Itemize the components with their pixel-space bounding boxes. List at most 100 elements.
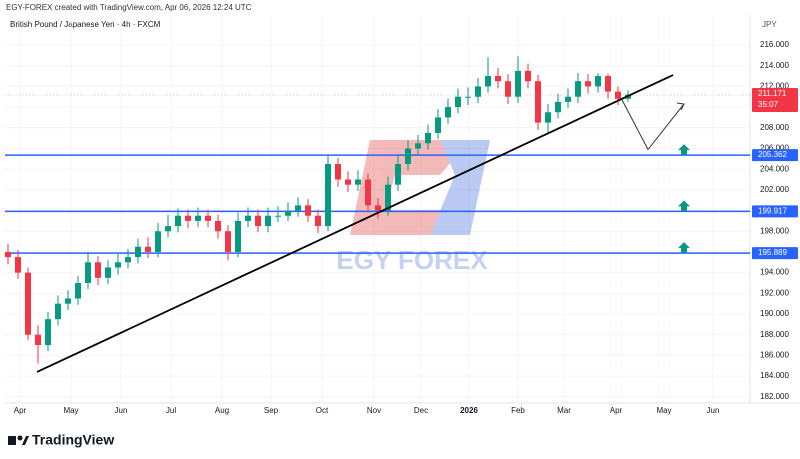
watermark: EGY FOREX (336, 245, 488, 275)
y-tick-label: 194.000 (760, 268, 789, 277)
candle-body (135, 246, 141, 258)
x-tick-label: May (656, 406, 671, 415)
x-tick-label: Apr (14, 406, 27, 415)
candle-body (35, 334, 41, 346)
candle-body (305, 205, 311, 216)
price-label: 211.171 (758, 89, 787, 98)
x-tick-label: May (63, 406, 78, 415)
x-tick-label: 2026 (460, 406, 478, 415)
up-arrow (678, 242, 690, 254)
candle-body (495, 76, 501, 82)
candle-body (65, 298, 71, 304)
candle-body (455, 96, 461, 108)
candle-body (445, 107, 451, 118)
price-label-box (752, 87, 798, 112)
chart-title: British Pound / Japanese Yen · 4h · FXCM (10, 20, 161, 29)
candle-body (515, 70, 521, 97)
y-tick-label: 202.000 (760, 185, 789, 194)
level-label-box (752, 247, 798, 260)
candle-body (415, 143, 421, 149)
y-tick-label: 206.000 (760, 144, 789, 153)
y-tick-label: 188.000 (760, 330, 789, 339)
y-tick-label: 184.000 (760, 371, 789, 380)
candle-body (605, 76, 611, 92)
x-tick-label: Feb (511, 406, 525, 415)
candle-body (375, 205, 381, 211)
level-label: 195.889 (758, 248, 787, 257)
header: EGY-FOREX created with TradingView.com, … (6, 3, 252, 12)
y-tick-label: 182.000 (760, 392, 789, 401)
candle-body (95, 262, 101, 278)
y-tick-label: 212.000 (760, 82, 789, 91)
candle-body (425, 132, 431, 144)
candle-body (485, 76, 491, 87)
candle-body (245, 215, 251, 221)
y-tick-label: 186.000 (760, 351, 789, 360)
candle-body (105, 267, 111, 278)
candle-body (325, 163, 331, 227)
candle-body (155, 231, 161, 252)
candle-body (585, 81, 591, 87)
x-tick-label: Apr (610, 406, 623, 415)
candle-body (505, 81, 511, 97)
brand-logo (8, 435, 29, 445)
candle-body (525, 70, 531, 82)
candle-body (215, 220, 221, 232)
candle-body (265, 215, 271, 227)
candle-body (185, 215, 191, 221)
level-label: 205.362 (758, 150, 787, 159)
candle-body (25, 272, 31, 335)
candle-body (395, 163, 401, 185)
candle-body (5, 251, 11, 258)
candle-body (165, 226, 171, 232)
y-axis-label: JPY (762, 20, 777, 29)
candle-body (435, 117, 441, 133)
level-label: 199.917 (758, 207, 787, 216)
candle-body (145, 246, 151, 252)
candle-body (615, 91, 621, 99)
projection-head (676, 102, 685, 111)
y-tick-label: 192.000 (760, 288, 789, 297)
candle-body (405, 148, 411, 164)
y-tick-label: 204.000 (760, 164, 789, 173)
candle-body (195, 215, 201, 221)
candle-body (45, 319, 51, 346)
candle-body (355, 179, 361, 185)
x-tick-label: Jun (115, 406, 128, 415)
candle-body (115, 262, 121, 268)
candle-body (555, 101, 561, 113)
candle-body (255, 215, 261, 227)
candle-body (595, 76, 601, 87)
up-arrow (678, 144, 690, 156)
candle-body (235, 220, 241, 252)
candle-body (295, 205, 301, 211)
brand: TradingView (32, 432, 114, 448)
x-tick-label: Sep (264, 406, 279, 415)
candle-body (55, 303, 61, 320)
x-tick-label: Mar (557, 406, 571, 415)
candle-body (575, 81, 581, 97)
candle-body (85, 262, 91, 283)
candle-body (75, 282, 81, 299)
y-tick-label: 198.000 (760, 226, 789, 235)
candle-body (15, 257, 21, 273)
y-tick-label: 216.000 (760, 40, 789, 49)
y-tick-label: 208.000 (760, 123, 789, 132)
projection (621, 99, 685, 151)
x-tick-label: Oct (316, 406, 329, 415)
y-tick-label: 214.000 (760, 61, 789, 70)
candle-body (535, 81, 541, 123)
candle-body (565, 96, 571, 102)
level-label-box (752, 205, 798, 218)
countdown: 35:07 (758, 100, 779, 109)
candle-body (125, 257, 131, 263)
candle-body (175, 215, 181, 227)
y-tick-label: 190.000 (760, 309, 789, 318)
candle-body (475, 86, 481, 97)
candle-body (275, 215, 281, 217)
x-tick-label: Nov (367, 406, 381, 415)
candle-body (465, 96, 471, 98)
candle-body (365, 179, 371, 206)
